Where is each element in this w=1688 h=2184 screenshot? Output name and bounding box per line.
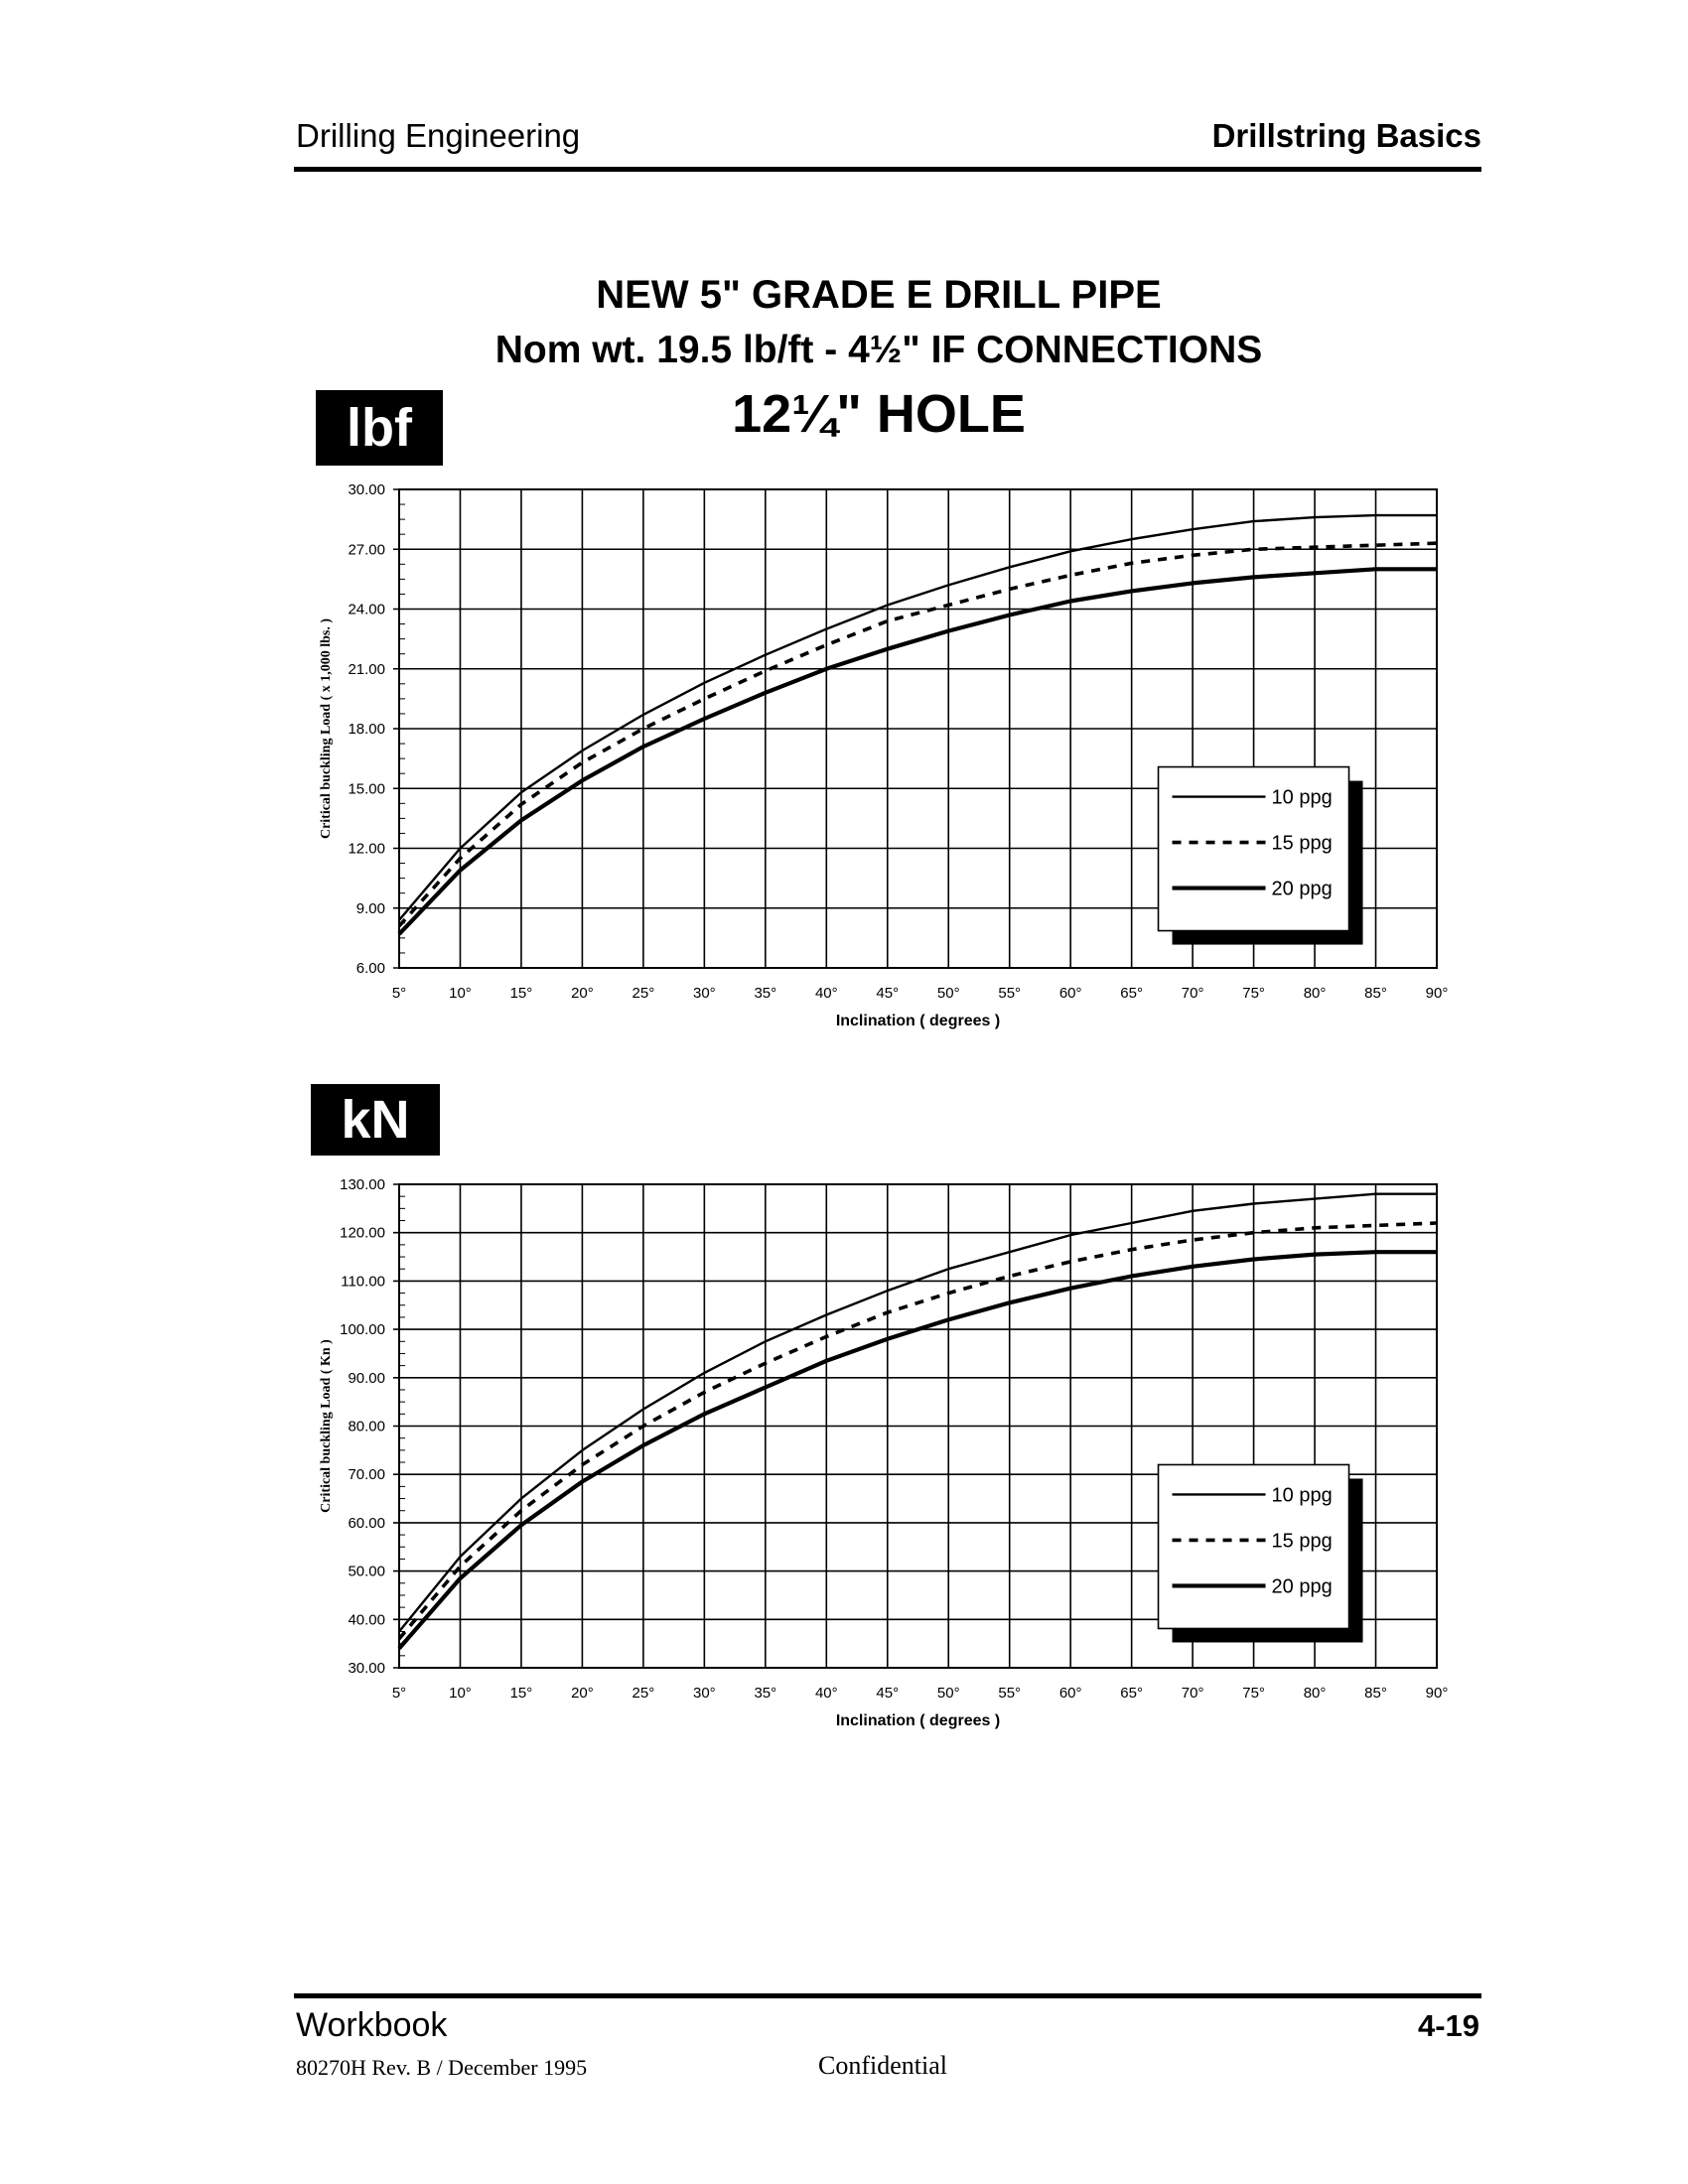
y-tick-label: 130.00: [340, 1176, 385, 1193]
x-tick-label: 35°: [754, 985, 776, 1002]
y-tick-label: 110.00: [341, 1273, 385, 1290]
y-tick-label: 120.00: [340, 1225, 385, 1242]
series-line-20-ppg: [397, 567, 1437, 936]
header-left: Drilling Engineering: [296, 117, 581, 154]
footer-rule: [294, 1993, 1481, 1998]
x-axis-label: Inclination ( degrees ): [836, 1013, 1000, 1029]
y-axis-label: Critical buckling Load ( x 1,000 lbs. ): [319, 618, 334, 839]
series-line-15-ppg: [397, 1221, 1438, 1640]
y-tick-label: 50.00: [348, 1564, 385, 1580]
chart-kn: 5° 10° 15° 20° 25° 30° 35° 40° 45° 50° 55° 60° 65° 70…: [319, 1176, 1449, 1729]
series-line-20-ppg: [397, 1250, 1437, 1650]
x-tick-label: 70°: [1182, 1685, 1204, 1702]
x-tick-label: 50°: [937, 1685, 960, 1702]
y-tick-label: 40.00: [348, 1611, 385, 1628]
x-tick-label: 45°: [876, 1685, 899, 1702]
x-tick-label: 55°: [998, 1685, 1021, 1702]
y-tick-label: 30.00: [348, 481, 385, 498]
page-number: 4-19: [1417, 2008, 1479, 2043]
x-tick-label: 80°: [1304, 985, 1327, 1002]
y-tick-label: 9.00: [356, 900, 385, 917]
x-tick-label: 85°: [1364, 1685, 1387, 1702]
y-tick-label: 60.00: [348, 1515, 385, 1532]
y-tick-label: 15.00: [348, 780, 385, 797]
x-tick-label: 60°: [1059, 1685, 1082, 1702]
x-tick-label: 90°: [1426, 985, 1449, 1002]
title-line-2: Nom wt. 19.5 lb/ft - 4½" IF CONNECTIONS: [494, 329, 1263, 371]
y-tick-label: 6.00: [356, 960, 385, 977]
confidential-label: Confidential: [818, 2051, 947, 2080]
footer-left: Workbook: [296, 2006, 448, 2044]
x-tick-label: 5°: [392, 1685, 406, 1702]
x-tick-label: 60°: [1059, 985, 1082, 1002]
x-axis-label: Inclination ( degrees ): [836, 1712, 1000, 1729]
y-tick-label: 12.00: [348, 841, 385, 858]
y-tick-label: 18.00: [348, 721, 385, 738]
x-tick-label: 15°: [510, 1685, 533, 1702]
x-tick-label: 50°: [937, 985, 960, 1002]
legend-box: [1157, 765, 1350, 932]
y-tick-label: 27.00: [348, 541, 385, 558]
legend-box: [1157, 1463, 1350, 1630]
x-tick-label: 80°: [1304, 1685, 1327, 1702]
y-tick-label: 30.00: [348, 1660, 385, 1677]
series-line-10-ppg: [398, 513, 1437, 921]
y-axis-label: Critical buckling Load ( Kn ): [319, 1339, 334, 1513]
header-rule: [294, 167, 1481, 172]
x-tick-label: 30°: [693, 1685, 716, 1702]
x-tick-label: 55°: [998, 985, 1021, 1002]
unit-label-lbf: lbf: [316, 390, 443, 466]
x-tick-label: 65°: [1120, 1685, 1143, 1702]
x-tick-label: 15°: [510, 985, 533, 1002]
legend-label: 15 ppg: [1272, 1530, 1333, 1552]
legend-label: 10 ppg: [1272, 787, 1333, 809]
x-tick-label: 40°: [815, 985, 838, 1002]
x-tick-label: 35°: [754, 1685, 776, 1702]
legend-label: 20 ppg: [1272, 879, 1333, 900]
x-tick-label: 10°: [449, 1685, 472, 1702]
y-tick-label: 70.00: [348, 1466, 385, 1483]
x-tick-label: 70°: [1182, 985, 1204, 1002]
x-tick-label: 90°: [1426, 1685, 1449, 1702]
document-revision: 80270H Rev. B / December 1995: [296, 2055, 588, 2080]
legend-label: 15 ppg: [1272, 833, 1333, 855]
y-tick-label: 100.00: [340, 1321, 385, 1338]
y-tick-label: 90.00: [348, 1370, 385, 1387]
x-tick-label: 30°: [693, 985, 716, 1002]
x-tick-label: 65°: [1120, 985, 1143, 1002]
y-tick-label: 24.00: [348, 602, 385, 618]
x-tick-label: 40°: [815, 1685, 838, 1702]
x-tick-label: 75°: [1242, 985, 1265, 1002]
x-tick-label: 20°: [571, 985, 594, 1002]
y-tick-label: 21.00: [348, 661, 385, 678]
chart-title-block: NEW 5" GRADE E DRILL PIPE Nom wt. 19.5 l…: [462, 270, 1296, 447]
series-line-15-ppg: [397, 541, 1438, 928]
x-tick-label: 75°: [1242, 1685, 1265, 1702]
series-line-10-ppg: [398, 1192, 1437, 1633]
x-tick-label: 25°: [633, 1685, 655, 1702]
chart-lbf: 5° 10° 15° 20° 25° 30° 35° 40° 45° 50° 55° 60° 65° 70…: [319, 481, 1449, 1029]
x-tick-label: 20°: [571, 1685, 594, 1702]
unit-label-kn: kN: [311, 1084, 440, 1156]
header-right: Drillstring Basics: [1211, 117, 1481, 154]
x-tick-label: 45°: [876, 985, 899, 1002]
x-tick-label: 10°: [449, 985, 472, 1002]
title-line-3: 12¼" HOLE: [732, 384, 1026, 444]
title-line-1: NEW 5" GRADE E DRILL PIPE: [596, 273, 1162, 317]
x-tick-label: 5°: [392, 985, 406, 1002]
x-tick-label: 25°: [633, 985, 655, 1002]
y-tick-label: 80.00: [348, 1419, 385, 1435]
legend-label: 20 ppg: [1272, 1575, 1333, 1597]
x-tick-label: 85°: [1364, 985, 1387, 1002]
legend-label: 10 ppg: [1272, 1484, 1333, 1506]
